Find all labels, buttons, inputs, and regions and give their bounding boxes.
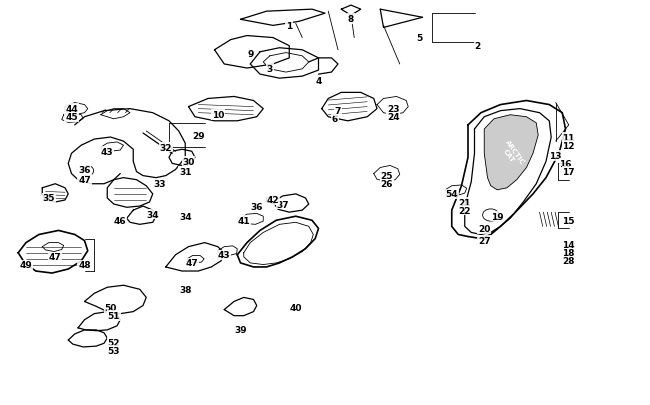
Text: 9: 9 [247, 50, 254, 59]
Text: 21: 21 [458, 198, 471, 207]
Text: 35: 35 [42, 194, 55, 203]
Text: 10: 10 [211, 111, 224, 120]
Text: 6: 6 [332, 115, 338, 124]
Text: 3: 3 [266, 64, 273, 73]
Text: 47: 47 [49, 253, 62, 262]
Text: 34: 34 [146, 210, 159, 219]
Text: 43: 43 [101, 147, 114, 156]
Text: 34: 34 [179, 212, 192, 221]
Text: 7: 7 [335, 107, 341, 116]
Text: 4: 4 [315, 77, 322, 85]
Text: 52: 52 [107, 338, 120, 347]
Text: ARCTIC
CAT: ARCTIC CAT [498, 139, 525, 169]
Text: 38: 38 [179, 285, 192, 294]
Text: 42: 42 [266, 196, 280, 205]
Text: 33: 33 [153, 180, 166, 189]
Text: 27: 27 [478, 237, 491, 245]
Text: 29: 29 [192, 131, 205, 140]
Text: 37: 37 [276, 200, 289, 209]
Text: 43: 43 [218, 251, 231, 260]
Text: 45: 45 [65, 113, 78, 122]
Text: 2: 2 [474, 42, 481, 51]
Text: 53: 53 [107, 346, 120, 355]
Text: 19: 19 [491, 212, 504, 221]
Text: 12: 12 [562, 141, 575, 150]
Text: 48: 48 [78, 261, 91, 270]
Text: 1: 1 [286, 22, 292, 31]
Text: 47: 47 [185, 259, 198, 268]
Polygon shape [484, 115, 538, 190]
Text: 14: 14 [562, 241, 575, 249]
Text: 5: 5 [416, 34, 422, 43]
Text: 28: 28 [562, 257, 575, 266]
Text: 15: 15 [562, 216, 575, 225]
Text: 32: 32 [159, 143, 172, 152]
Text: 49: 49 [20, 261, 32, 270]
Text: 46: 46 [114, 216, 127, 225]
Text: 40: 40 [289, 303, 302, 312]
Text: 54: 54 [445, 190, 458, 199]
Text: 16: 16 [559, 160, 572, 168]
Text: 20: 20 [478, 224, 491, 233]
Text: 51: 51 [107, 311, 120, 320]
Text: 26: 26 [380, 180, 393, 189]
Text: 31: 31 [179, 168, 192, 177]
Text: 30: 30 [182, 158, 195, 166]
Text: 23: 23 [387, 105, 400, 114]
Text: 39: 39 [234, 326, 247, 335]
Text: 25: 25 [380, 172, 393, 181]
Text: 18: 18 [562, 249, 575, 258]
Text: 44: 44 [65, 105, 78, 114]
Text: 41: 41 [237, 216, 250, 225]
Text: 11: 11 [562, 133, 575, 142]
Text: 8: 8 [348, 15, 354, 24]
Text: 24: 24 [387, 113, 400, 122]
Text: 36: 36 [250, 202, 263, 211]
Text: 17: 17 [562, 168, 575, 177]
Text: 36: 36 [78, 166, 91, 175]
Text: 13: 13 [549, 151, 562, 160]
Text: 47: 47 [78, 176, 91, 185]
Text: 22: 22 [458, 206, 471, 215]
Text: 50: 50 [104, 303, 117, 312]
